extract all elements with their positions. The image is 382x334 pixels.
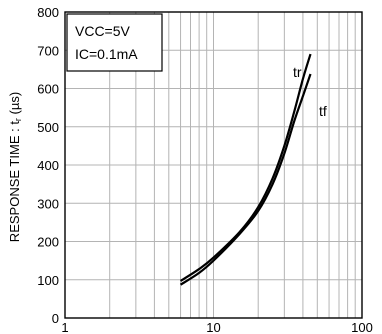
legend-line-2: IC=0.1mA bbox=[75, 46, 138, 62]
y-tick-label: 400 bbox=[37, 158, 59, 173]
x-tick-label: 10 bbox=[206, 320, 220, 334]
y-axis-label: RESPONSE TIME : tr (µs) bbox=[7, 92, 23, 242]
plot-frame bbox=[64, 11, 363, 319]
y-tick-label: 800 bbox=[37, 5, 59, 20]
legend-box: VCC=5V IC=0.1mA bbox=[66, 13, 163, 72]
x-tick-label: 1 bbox=[61, 320, 68, 334]
legend-line-1: VCC=5V bbox=[75, 23, 131, 39]
y-tick-label: 300 bbox=[37, 196, 59, 211]
y-tick-label: 100 bbox=[37, 273, 59, 288]
series-line-tr bbox=[179, 53, 312, 282]
series-label-tf: tf bbox=[319, 103, 327, 119]
series-label-tr: tr bbox=[293, 64, 302, 80]
grid bbox=[65, 12, 362, 318]
y-tick-label: 600 bbox=[37, 82, 59, 97]
x-tick-label: 100 bbox=[351, 320, 373, 334]
y-tick-label: 700 bbox=[37, 43, 59, 58]
y-tick-label: 500 bbox=[37, 120, 59, 135]
series-curves bbox=[179, 53, 312, 286]
series-line-tf bbox=[179, 73, 312, 286]
y-tick-label: 0 bbox=[52, 311, 59, 326]
y-tick-label: 200 bbox=[37, 235, 59, 250]
tick-labels: 0 100 200 300 400 500 600 700 800 1 10 100 bbox=[37, 5, 373, 334]
